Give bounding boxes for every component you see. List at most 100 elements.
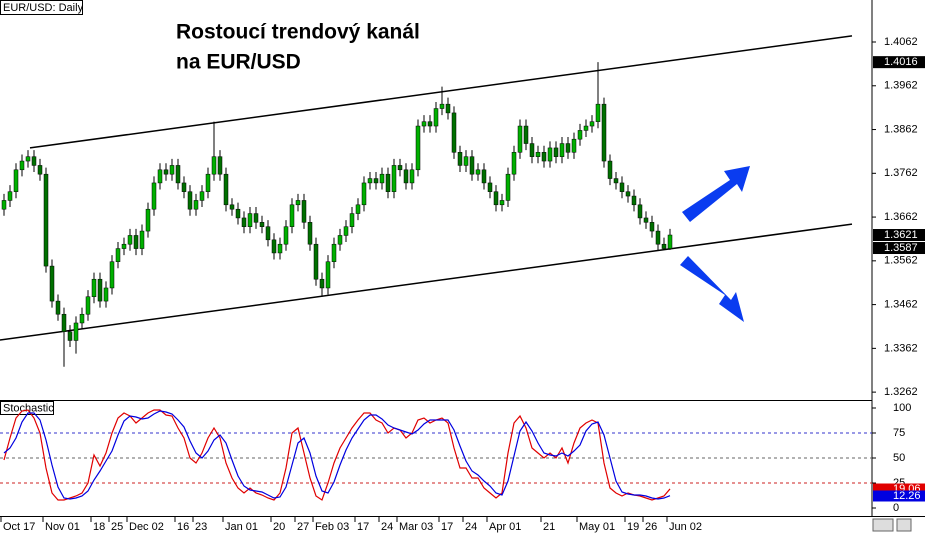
y-tick-label: 50 (893, 452, 905, 464)
x-tick-label: 17 (441, 521, 453, 533)
candle-body (25, 156, 31, 162)
candle-body (559, 143, 565, 157)
candle-body (265, 226, 271, 241)
candle-body (31, 156, 37, 166)
price-label: 1.3587 (884, 242, 918, 254)
candle-body (499, 200, 505, 206)
candle-body (175, 165, 181, 184)
x-tick-label: 24 (465, 521, 477, 533)
x-tick-label: 27 (297, 521, 309, 533)
price-label-box (873, 229, 925, 242)
candle-body (589, 121, 595, 127)
candle-body (151, 182, 157, 210)
candle-body (247, 213, 253, 227)
candle-body (109, 261, 115, 289)
value-label: 12.26 (893, 490, 921, 502)
y-tick-label: 100 (893, 402, 911, 414)
candle-body (367, 178, 373, 184)
candle-body (385, 173, 391, 192)
y-tick-label: 1.3262 (884, 386, 918, 398)
candle-body (541, 152, 547, 162)
candle-body (511, 152, 517, 175)
x-tick-label: Jan 01 (225, 521, 258, 533)
price-label: 1.3621 (884, 229, 918, 241)
candle-body (421, 121, 427, 127)
candle-body (301, 200, 307, 223)
x-tick-label: Feb 03 (315, 521, 349, 533)
candle-body (67, 331, 73, 341)
candle-body (361, 182, 367, 206)
candle-body (313, 243, 319, 280)
candle-body (1, 200, 7, 210)
candle-body (523, 125, 529, 144)
candle-body (277, 243, 283, 254)
x-tick-label: 16 (177, 521, 189, 533)
candle-body (199, 191, 205, 201)
shift-button[interactable] (896, 518, 912, 532)
value-label-box (873, 490, 925, 502)
candle-body (463, 156, 469, 166)
candle-body (649, 222, 655, 232)
candle-body (211, 156, 217, 175)
candle-body (517, 125, 523, 153)
candle-body (133, 235, 139, 249)
candle-body (619, 182, 625, 192)
x-tick-label: Nov 01 (45, 521, 80, 533)
candle-body (79, 313, 85, 324)
candle-body (505, 173, 511, 201)
x-tick-label: Apr 01 (489, 521, 521, 533)
candle-body (445, 103, 451, 114)
candle-body (565, 143, 571, 153)
candle-body (73, 322, 79, 341)
x-tick-label: 24 (381, 521, 393, 533)
candle-body (607, 160, 613, 179)
value-label-box (873, 483, 925, 495)
candle-body (7, 191, 13, 201)
candle-body (37, 165, 43, 175)
x-tick-label: Oct 17 (3, 521, 35, 533)
candle-body (577, 130, 583, 140)
chart-title: Rostoucí trendový kanál (176, 21, 420, 44)
candle-body (535, 152, 541, 157)
x-tick-label: Mar 03 (399, 521, 433, 533)
candle-body (553, 147, 559, 157)
candle-body (223, 173, 229, 206)
candle-body (397, 165, 403, 171)
stochastic-line (3, 409, 671, 501)
x-tick-label: 17 (357, 521, 369, 533)
candle-body (103, 287, 109, 302)
x-tick-label: 25 (111, 521, 123, 533)
candle-body (355, 204, 361, 214)
candle-body (391, 165, 397, 192)
y-tick-label: 1.3662 (884, 211, 918, 223)
symbol-label: EUR/USD: Daily (3, 2, 84, 14)
candle-body (643, 217, 649, 223)
candle-body (319, 278, 325, 289)
candle-body (139, 230, 145, 249)
symbol-box (0, 0, 83, 15)
candle-body (451, 112, 457, 153)
candle-body (97, 278, 103, 302)
x-tick-label: 26 (645, 521, 657, 533)
candle-body (595, 103, 601, 122)
candle-body (427, 121, 433, 127)
candle-body (295, 200, 301, 206)
candle-body (289, 204, 295, 227)
candle-body (439, 103, 445, 109)
candle-body (667, 234, 673, 249)
candle-body (469, 156, 475, 175)
candle-body (121, 243, 127, 249)
candle-body (475, 169, 481, 175)
candle-body (235, 208, 241, 219)
x-tick-label: 20 (273, 521, 285, 533)
candle-body (241, 217, 247, 227)
candle-body (601, 103, 607, 162)
scroll-button[interactable] (872, 518, 894, 532)
candle-body (493, 191, 499, 206)
candle-body (403, 169, 409, 184)
candle-body (337, 235, 343, 245)
candle-body (205, 173, 211, 192)
candle-body (55, 300, 61, 315)
